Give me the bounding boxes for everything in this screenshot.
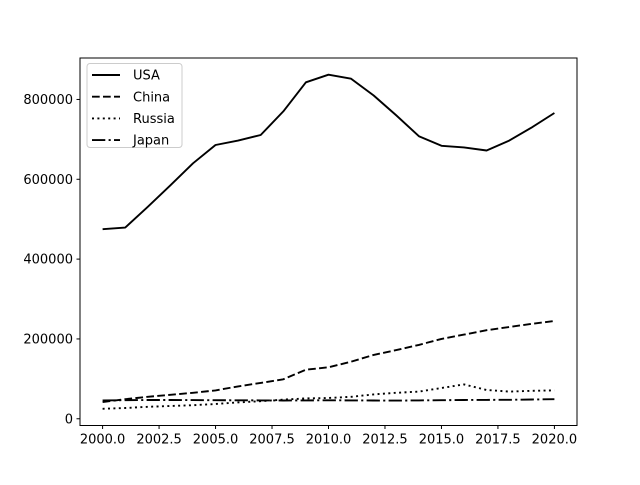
x-tick-label: 2017.5 [475, 433, 521, 448]
x-tick-label: 2020.0 [532, 433, 578, 448]
series-line-china [102, 320, 555, 403]
y-tick-label: 200000 [23, 332, 73, 347]
x-tick-label: 2002.5 [136, 433, 182, 448]
x-tick-label: 2007.5 [249, 433, 295, 448]
x-tick-label: 2005.0 [193, 433, 239, 448]
x-axis: 2000.0 2002.5 2005.0 2007.5 2010.0 2012.5 2015… [80, 425, 578, 448]
x-tick-label: 2000.0 [80, 433, 126, 448]
series-line-japan [102, 398, 555, 402]
legend-label-china: China [133, 90, 170, 105]
series-line-russia [102, 383, 555, 410]
legend-box [86, 63, 183, 148]
y-tick-label: 600000 [23, 173, 73, 188]
y-axis: 0 200000 400000 600000 800000 [23, 93, 80, 427]
x-tick-label: 2015.0 [419, 433, 465, 448]
legend-label-usa: USA [133, 69, 160, 84]
series-line-usa [102, 73, 555, 231]
y-tick-label: 0 [65, 412, 73, 427]
y-tick-label: 800000 [23, 93, 73, 108]
legend: USA China Russia Japan [86, 63, 183, 149]
plot-lines [102, 73, 555, 410]
y-tick-label: 400000 [23, 253, 73, 268]
x-tick-label: 2010.0 [306, 433, 352, 448]
legend-label-russia: Russia [133, 112, 175, 127]
legend-label-japan: Japan [132, 134, 169, 149]
x-tick-label: 2012.5 [362, 433, 408, 448]
